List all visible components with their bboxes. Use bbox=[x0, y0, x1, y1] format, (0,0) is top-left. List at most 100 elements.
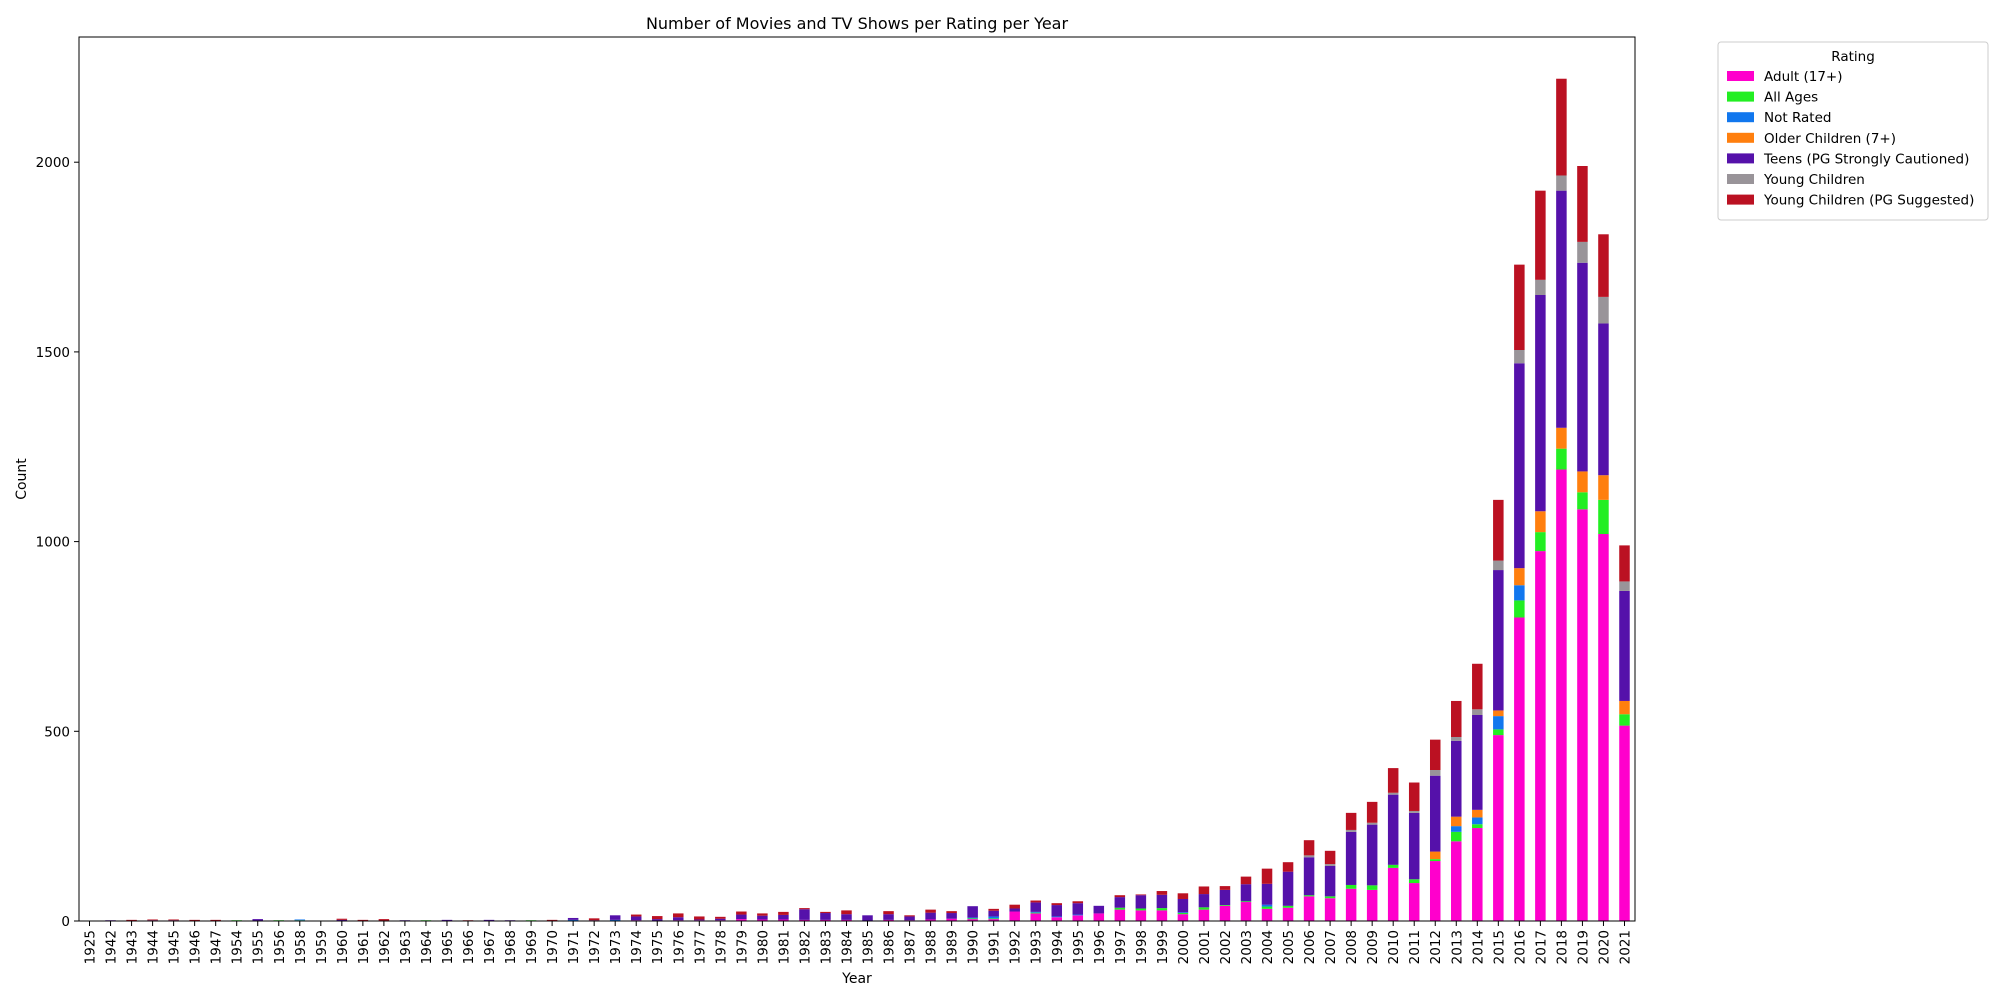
bar-segment-2007-series-4 bbox=[1324, 865, 1336, 897]
bar-segment-2013-series-4 bbox=[1451, 740, 1462, 817]
bar-segment-2015-series-4 bbox=[1493, 570, 1504, 711]
x-tick-label: 1970 bbox=[545, 930, 561, 964]
bar-segment-2015-series-0 bbox=[1493, 735, 1504, 921]
bar-segment-2020-series-4 bbox=[1598, 323, 1609, 476]
bar-segment-1971-series-2 bbox=[567, 919, 579, 921]
bar-segment-2007-series-6 bbox=[1324, 850, 1336, 865]
bar-segment-2008-series-0 bbox=[1345, 888, 1357, 921]
bar-segment-1982-series-0 bbox=[799, 919, 810, 921]
bar-segment-2019-series-6 bbox=[1577, 166, 1588, 242]
bar-segment-1981-series-4 bbox=[778, 914, 789, 920]
x-tick-label: 2002 bbox=[1218, 930, 1234, 964]
x-tick-label: 1984 bbox=[839, 930, 855, 964]
y-tick-label: 1500 bbox=[36, 345, 70, 361]
bar-segment-2014-series-3 bbox=[1472, 809, 1483, 818]
y-tick-label: 500 bbox=[44, 724, 70, 740]
bar-segment-2004-series-2 bbox=[1261, 904, 1273, 907]
bar-segment-2018-series-5 bbox=[1556, 175, 1567, 191]
bar-segment-1972-series-6 bbox=[588, 918, 600, 921]
bar-segment-1983-series-6 bbox=[820, 911, 831, 914]
bar-segment-1999-series-1 bbox=[1156, 908, 1168, 911]
bar-segment-2011-series-1 bbox=[1408, 879, 1420, 884]
bar-segment-2001-series-1 bbox=[1198, 907, 1210, 910]
bar-segment-1993-series-0 bbox=[1030, 913, 1041, 921]
bar-segment-1997-series-6 bbox=[1114, 895, 1126, 898]
bar-segment-1977-series-4 bbox=[694, 919, 705, 921]
bar-segment-1992-series-0 bbox=[1009, 911, 1020, 921]
bar-segment-1994-series-2 bbox=[1051, 916, 1063, 918]
x-tick-label: 2007 bbox=[1323, 930, 1339, 964]
bar-segment-2009-series-1 bbox=[1366, 885, 1378, 890]
bar-segment-2014-series-4 bbox=[1472, 714, 1483, 810]
bar-segment-1999-series-0 bbox=[1156, 910, 1168, 921]
bar-segment-2006-series-1 bbox=[1303, 895, 1315, 897]
x-tick-label: 1945 bbox=[167, 930, 183, 964]
x-tick-label: 1965 bbox=[440, 930, 456, 964]
legend-entry-label: Young Children bbox=[1763, 172, 1865, 188]
bar-segment-2021-series-0 bbox=[1619, 725, 1630, 921]
bar-segment-2001-series-0 bbox=[1198, 909, 1210, 921]
y-axis: 0 500 1000 1500 2000 bbox=[36, 155, 79, 930]
bar-segment-1962-series-6 bbox=[378, 919, 390, 921]
bar-segment-2012-series-5 bbox=[1429, 770, 1441, 776]
bar-segment-1994-series-6 bbox=[1051, 903, 1063, 906]
bar-segment-1974-series-4 bbox=[630, 916, 642, 921]
bar-segment-1990-series-1 bbox=[967, 918, 978, 920]
bar-segment-1975-series-4 bbox=[651, 919, 663, 921]
bar-segment-1992-series-4 bbox=[1009, 908, 1020, 912]
bar-segment-1975-series-6 bbox=[651, 916, 663, 920]
x-tick-label: 2011 bbox=[1407, 930, 1423, 964]
bar-segment-2007-series-0 bbox=[1324, 898, 1336, 921]
bar-segment-2009-series-0 bbox=[1366, 889, 1378, 921]
x-tick-label: 2021 bbox=[1617, 930, 1633, 964]
bar-segment-2006-series-0 bbox=[1303, 896, 1315, 921]
legend-entry-label: Not Rated bbox=[1764, 110, 1831, 126]
x-tick-label: 2017 bbox=[1533, 930, 1549, 964]
y-tick-label: 0 bbox=[61, 914, 70, 930]
bar-segment-2003-series-1 bbox=[1240, 901, 1252, 903]
x-tick-label: 1964 bbox=[419, 930, 435, 964]
bar-segment-1995-series-2 bbox=[1072, 914, 1084, 916]
bar-segment-1970-series-6 bbox=[546, 919, 558, 921]
bar-segment-1998-series-0 bbox=[1135, 910, 1147, 921]
bar-segment-2017-series-1 bbox=[1535, 532, 1546, 552]
bar-segment-1960-series-6 bbox=[336, 918, 348, 920]
legend-entry-label: Teens (PG Strongly Cautioned) bbox=[1763, 151, 1969, 167]
bar-segment-1947-series-6 bbox=[210, 919, 221, 921]
bar-segment-2020-series-0 bbox=[1598, 534, 1609, 921]
bar-segment-2000-series-4 bbox=[1177, 898, 1189, 913]
bar-segment-1991-series-1 bbox=[988, 918, 999, 920]
bar-segment-1992-series-6 bbox=[1009, 904, 1020, 909]
bar-segment-1989-series-0 bbox=[946, 918, 957, 921]
bar-segment-2004-series-6 bbox=[1261, 868, 1273, 884]
bar-segment-2008-series-1 bbox=[1345, 884, 1357, 889]
bar-segment-1986-series-6 bbox=[883, 911, 894, 915]
bar-segment-1989-series-4 bbox=[946, 913, 957, 919]
bar-segment-1986-series-0 bbox=[883, 919, 894, 921]
x-tick-label: 1958 bbox=[293, 930, 309, 964]
bar-segment-1999-series-6 bbox=[1156, 891, 1168, 895]
bar-segment-1991-series-2 bbox=[988, 916, 999, 919]
bar-segment-1955-series-4 bbox=[252, 919, 263, 921]
bar-segment-2013-series-2 bbox=[1451, 826, 1462, 832]
bar-segment-1961-series-6 bbox=[357, 919, 369, 921]
bar-segment-1988-series-4 bbox=[925, 912, 936, 920]
bar-segment-2016-series-0 bbox=[1514, 617, 1525, 921]
bar-segment-2010-series-5 bbox=[1387, 792, 1399, 795]
x-tick-label: 1975 bbox=[650, 930, 666, 964]
x-tick-label: 1977 bbox=[692, 930, 708, 964]
x-tick-label: 1925 bbox=[83, 930, 99, 964]
x-tick-label: 1979 bbox=[734, 930, 750, 964]
x-tick-label: 1988 bbox=[924, 930, 940, 964]
x-tick-label: 2013 bbox=[1449, 930, 1465, 964]
bar-segment-1971-series-4 bbox=[567, 917, 579, 920]
bar-segment-2002-series-4 bbox=[1219, 889, 1231, 906]
bar-segment-2002-series-0 bbox=[1219, 905, 1231, 921]
bar-segment-2017-series-5 bbox=[1535, 279, 1546, 295]
x-tick-label: 2019 bbox=[1575, 930, 1591, 964]
bar-segment-1993-series-1 bbox=[1030, 912, 1041, 914]
bar-segment-1946-series-6 bbox=[189, 919, 200, 921]
bar-segment-1982-series-4 bbox=[799, 909, 810, 920]
bar-segment-1983-series-4 bbox=[820, 913, 831, 920]
